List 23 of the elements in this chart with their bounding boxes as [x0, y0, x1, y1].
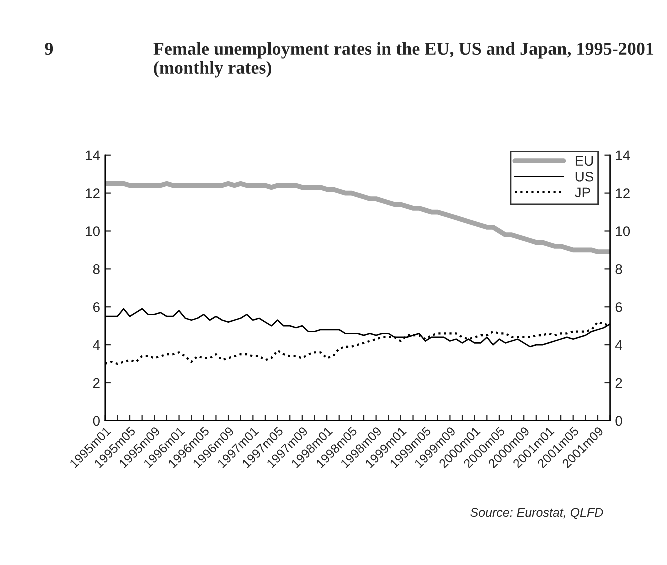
- legend-label: JP: [575, 188, 590, 198]
- y2-tick-label: 10: [616, 226, 630, 236]
- source-note: Source: Eurostat, QLFD: [470, 508, 604, 520]
- chart-title: Female unemployment rates in the EU, US and Japan, 1995-2001 (monthly rates): [154, 42, 654, 78]
- y-tick-label: 12: [86, 188, 100, 198]
- y2-tick-label: 0: [616, 416, 622, 426]
- y-tick-label: 2: [94, 378, 100, 388]
- y2-tick-label: 6: [616, 302, 622, 312]
- y-tick-label: 0: [93, 416, 100, 426]
- y2-tick-label: 8: [616, 264, 622, 274]
- y2-tick-label: 12: [616, 188, 630, 198]
- line-series: [105, 181, 610, 255]
- y-tick-label: 8: [93, 264, 100, 274]
- legend-label: US: [576, 172, 594, 182]
- y-tick-label: 14: [86, 150, 100, 160]
- y2-tick-label: 4: [615, 340, 622, 350]
- y2-tick-label: 2: [616, 378, 622, 388]
- text: 9: [45, 42, 54, 56]
- y-tick-label: 4: [93, 340, 100, 350]
- y-tick-label: 6: [94, 302, 100, 312]
- y2-tick-label: 14: [616, 150, 630, 160]
- y-tick-label: 10: [86, 226, 100, 236]
- legend-label: EU: [576, 156, 594, 166]
